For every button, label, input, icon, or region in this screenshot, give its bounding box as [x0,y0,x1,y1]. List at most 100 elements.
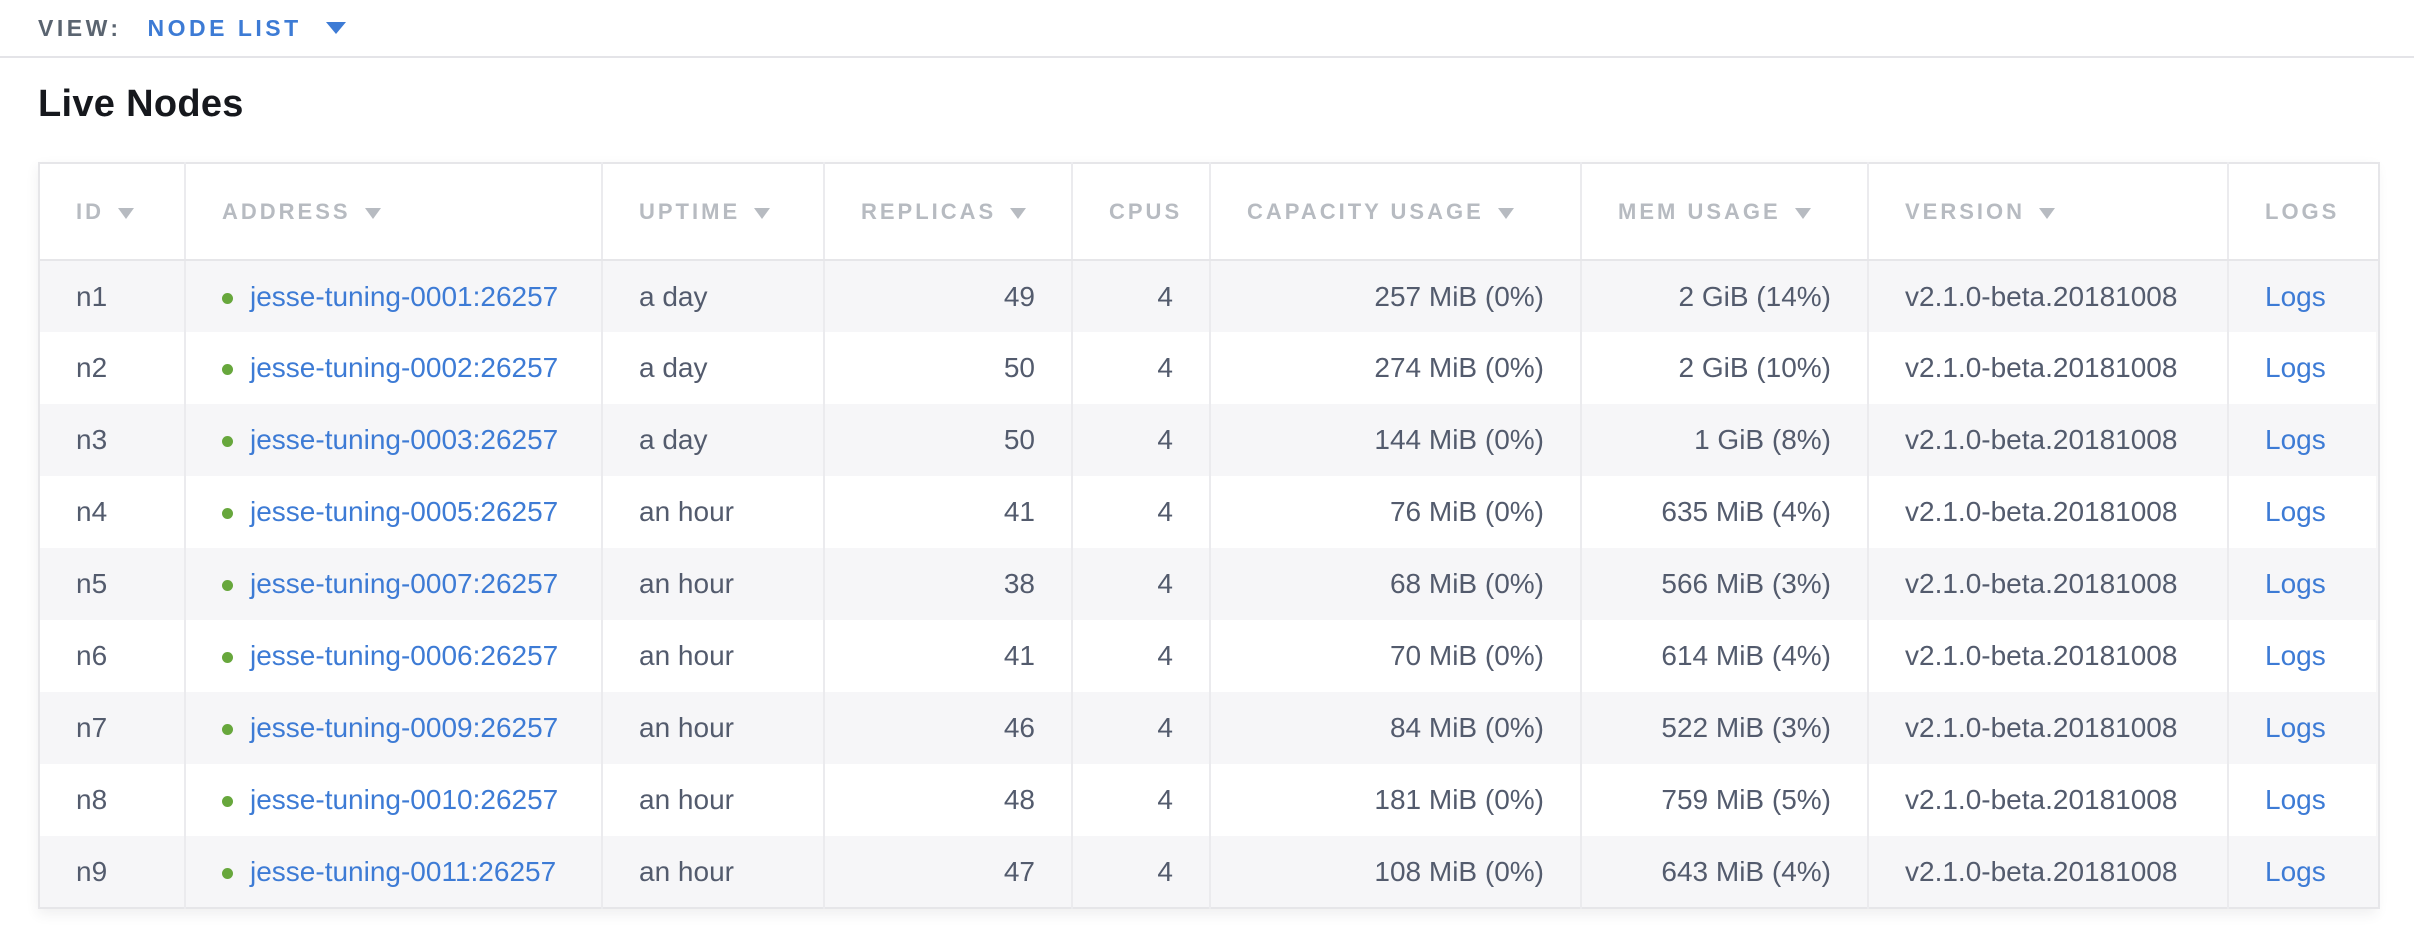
cell-capacity: 84 MiB (0%) [1210,692,1582,764]
cell-capacity: 181 MiB (0%) [1210,764,1582,836]
node-address-link[interactable]: jesse-tuning-0007:26257 [250,568,559,599]
column-header-uptime[interactable]: UPTIME [602,163,825,261]
table-row: n8 jesse-tuning-0010:26257 an hour 48 4 181 M… [39,764,2379,836]
logs-link[interactable]: Logs [2265,568,2326,599]
node-live-dot-icon [222,580,233,591]
cell-version: v2.1.0-beta.20181008 [1868,260,2229,332]
cell-replicas: 49 [824,260,1073,332]
cell-id: n3 [39,404,186,476]
logs-link[interactable]: Logs [2265,712,2326,743]
cell-cpus: 4 [1072,764,1211,836]
logs-link[interactable]: Logs [2265,496,2326,527]
chevron-down-icon [325,22,346,34]
column-header-label: CPUS [1109,198,1183,224]
cell-id: n5 [39,548,186,620]
sort-arrow-icon [364,207,381,219]
node-address-link[interactable]: jesse-tuning-0006:26257 [250,640,559,671]
cell-replicas: 41 [824,620,1073,692]
cell-cpus: 4 [1072,476,1211,548]
column-header-label: UPTIME [639,198,741,224]
cell-cpus: 4 [1072,692,1211,764]
cell-id: n2 [39,332,186,404]
table-row: n9 jesse-tuning-0011:26257 an hour 47 4 108 M… [39,836,2379,908]
column-header-capacity[interactable]: CAPACITY USAGE [1210,163,1582,261]
column-header-label: LOGS [2265,198,2340,224]
cell-version: v2.1.0-beta.20181008 [1868,332,2229,404]
cell-mem: 614 MiB (4%) [1581,620,1869,692]
cell-capacity: 70 MiB (0%) [1210,620,1582,692]
logs-link[interactable]: Logs [2265,640,2326,671]
column-header-version[interactable]: VERSION [1868,163,2229,261]
logs-link[interactable]: Logs [2265,424,2326,455]
cell-address: jesse-tuning-0009:26257 [185,692,603,764]
column-header-label: MEM USAGE [1618,198,1781,224]
table-row: n5 jesse-tuning-0007:26257 an hour 38 4 68 Mi… [39,548,2379,620]
node-address-link[interactable]: jesse-tuning-0010:26257 [250,784,559,815]
node-live-dot-icon [222,867,233,879]
cell-replicas: 50 [824,332,1073,404]
node-address-link[interactable]: jesse-tuning-0001:26257 [250,280,559,312]
cell-version: v2.1.0-beta.20181008 [1868,620,2229,692]
cell-mem: 759 MiB (5%) [1581,764,1869,836]
view-selector-dropdown[interactable]: NODE LIST [148,15,346,42]
cell-version: v2.1.0-beta.20181008 [1868,692,2229,764]
sort-arrow-icon [1497,207,1514,219]
node-address-link[interactable]: jesse-tuning-0002:26257 [250,352,559,383]
cell-replicas: 46 [824,692,1073,764]
cell-cpus: 4 [1072,332,1211,404]
cell-uptime: a day [602,332,825,404]
cell-cpus: 4 [1072,836,1211,908]
node-live-dot-icon [222,796,233,807]
cell-address: jesse-tuning-0010:26257 [185,764,603,836]
cell-logs: Logs [2228,404,2379,476]
logs-link[interactable]: Logs [2265,280,2326,312]
table-row: n3 jesse-tuning-0003:26257 a day 50 4 144 MiB… [39,404,2379,476]
column-header-label: CAPACITY USAGE [1247,198,1484,224]
cell-logs: Logs [2228,764,2379,836]
column-header-label: VERSION [1905,198,2026,224]
table-row: n1 jesse-tuning-0001:26257 a day 49 4 257 MiB… [39,260,2379,332]
node-live-dot-icon [222,364,233,375]
sort-arrow-icon [1794,207,1811,219]
logs-link[interactable]: Logs [2265,784,2326,815]
sort-arrow-icon [754,207,771,219]
view-label: VIEW: [38,14,122,41]
cell-id: n4 [39,476,186,548]
column-header-mem[interactable]: MEM USAGE [1581,163,1869,261]
cell-address: jesse-tuning-0007:26257 [185,548,603,620]
cell-mem: 2 GiB (14%) [1581,260,1869,332]
cell-uptime: a day [602,260,825,332]
cell-logs: Logs [2228,548,2379,620]
cell-mem: 635 MiB (4%) [1581,476,1869,548]
cell-address: jesse-tuning-0005:26257 [185,476,603,548]
table-row: n4 jesse-tuning-0005:26257 an hour 41 4 76 Mi… [39,476,2379,548]
cell-uptime: an hour [602,692,825,764]
cell-replicas: 38 [824,548,1073,620]
live-nodes-table: ID ADDRESS UPTIME REPLICAS CPUS CAPACITY USAG… [38,162,2380,909]
live-nodes-table-card: ID ADDRESS UPTIME REPLICAS CPUS CAPACITY USAG… [38,162,2380,909]
node-address-link[interactable]: jesse-tuning-0003:26257 [250,424,559,455]
cell-replicas: 47 [824,836,1073,908]
column-header-label: ID [76,198,104,224]
logs-link[interactable]: Logs [2265,352,2326,383]
cell-address: jesse-tuning-0011:26257 [185,836,603,908]
cell-mem: 643 MiB (4%) [1581,836,1869,908]
cell-logs: Logs [2228,260,2379,332]
cell-capacity: 68 MiB (0%) [1210,548,1582,620]
sort-arrow-icon [118,207,134,219]
cell-replicas: 41 [824,476,1073,548]
view-toolbar: VIEW: NODE LIST [0,0,2414,58]
node-address-link[interactable]: jesse-tuning-0005:26257 [250,496,559,527]
node-live-dot-icon [222,652,233,663]
cell-address: jesse-tuning-0001:26257 [185,260,603,332]
node-address-link[interactable]: jesse-tuning-0011:26257 [250,855,557,887]
node-address-link[interactable]: jesse-tuning-0009:26257 [250,712,559,743]
column-header-address[interactable]: ADDRESS [185,163,603,261]
column-header-replicas[interactable]: REPLICAS [824,163,1073,261]
cell-version: v2.1.0-beta.20181008 [1868,836,2229,908]
logs-link[interactable]: Logs [2265,855,2326,887]
column-header-id[interactable]: ID [39,163,186,261]
table-header-row: ID ADDRESS UPTIME REPLICAS CPUS CAPACITY USAG… [39,163,2379,261]
cell-version: v2.1.0-beta.20181008 [1868,404,2229,476]
table-row: n2 jesse-tuning-0002:26257 a day 50 4 274 MiB… [39,332,2379,404]
